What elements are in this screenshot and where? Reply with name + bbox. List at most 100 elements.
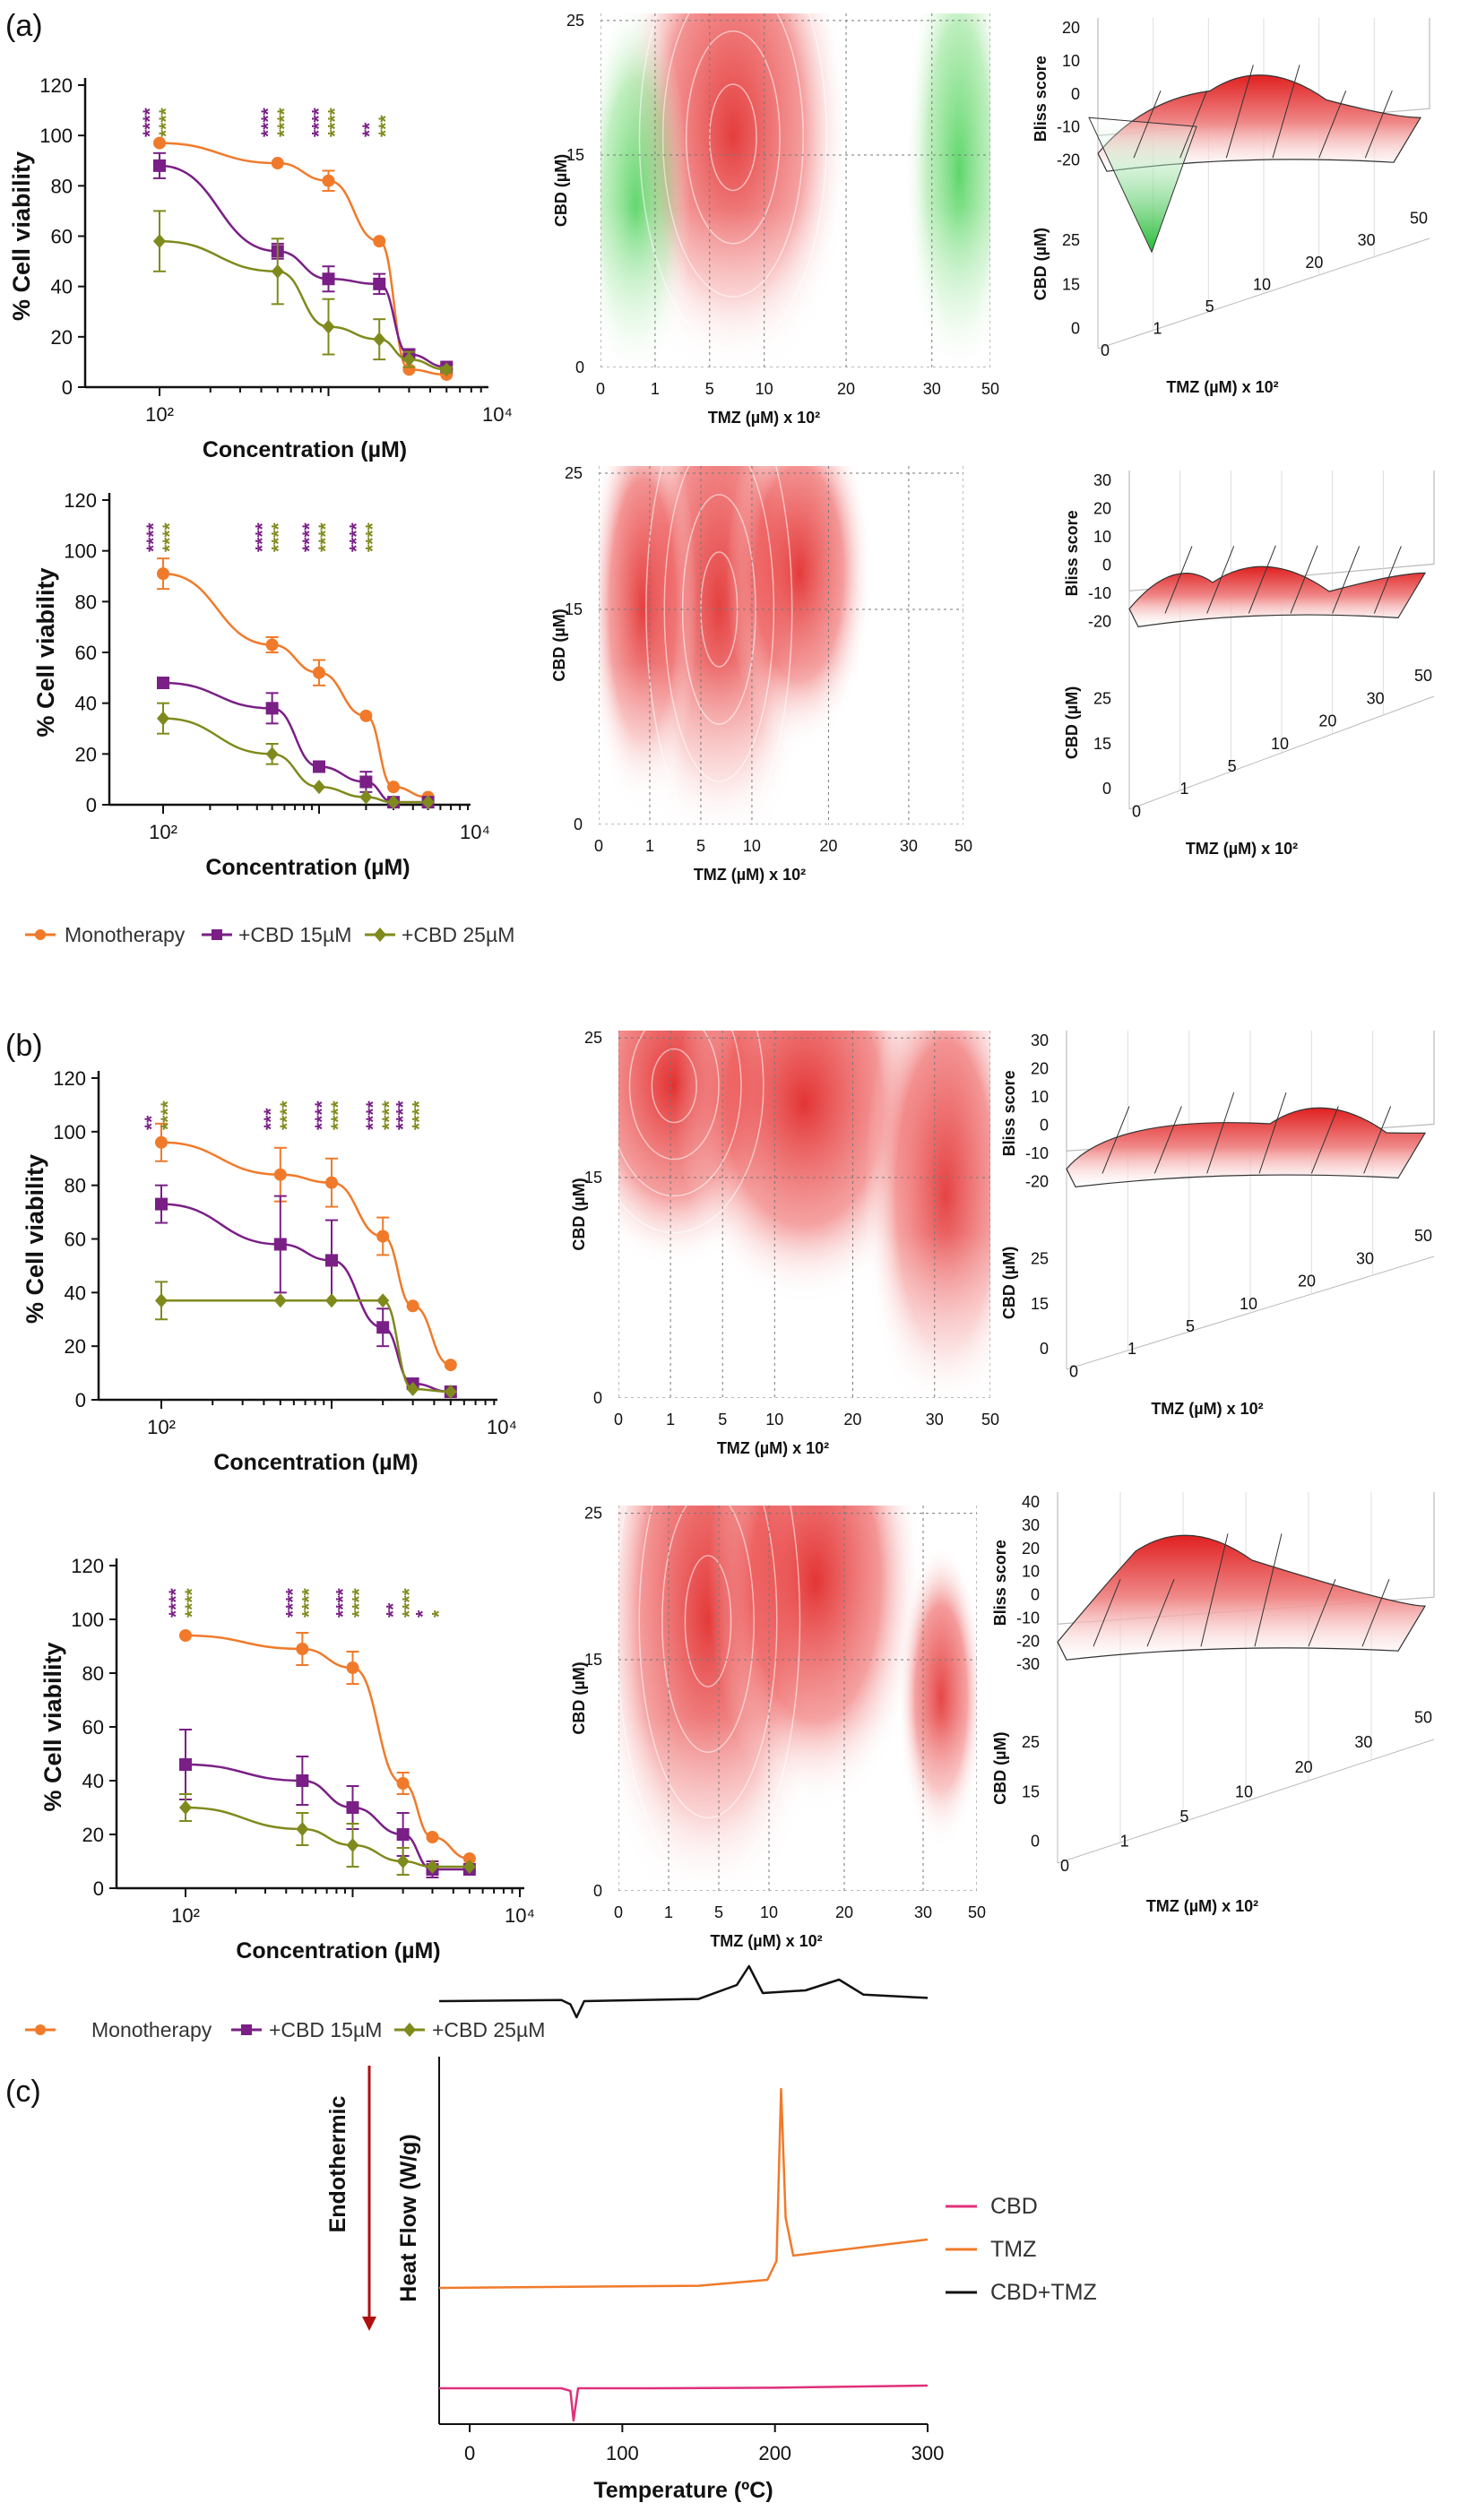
surface-mesh-line: [1290, 545, 1318, 614]
heatmap-y-tick: 15: [566, 146, 584, 164]
heatmap-y-tick: 25: [565, 464, 583, 482]
heatmap-x-tick: 5: [696, 837, 705, 855]
surface-mesh-line: [1332, 546, 1361, 614]
surface-mesh-line: [1200, 1533, 1229, 1647]
x-tick-label: 10²: [171, 1904, 200, 1927]
surface-mesh-line: [1363, 1106, 1392, 1174]
heatmap-x-tick: 1: [664, 1903, 673, 1921]
legend-a: Monotherapy +CBD 15µM +CBD 25µM: [25, 923, 514, 946]
data-point: [271, 263, 284, 279]
y-tick-label: 40: [51, 276, 73, 298]
data-point: [155, 1197, 168, 1211]
bliss-surface: [1057, 1534, 1427, 1661]
cbd-tick-label: 25: [1093, 689, 1111, 707]
heatmap-x-title: TMZ (µM) x 10²: [708, 409, 820, 427]
significance-cbd25: ****: [410, 1100, 430, 1130]
surface-mesh-line: [1373, 546, 1402, 614]
bliss-surface: [1066, 1107, 1427, 1188]
y-tick-label: 120: [39, 74, 73, 97]
z-tick-label: 10: [1031, 1088, 1049, 1106]
significance-cbd25: ****: [325, 107, 346, 137]
series-mono: [155, 1122, 457, 1372]
data-point: [157, 677, 169, 689]
significance-cbd15: ****: [299, 522, 320, 552]
data-point: [426, 1860, 439, 1874]
data-point: [376, 1230, 390, 1243]
significance-cbd15: ***: [261, 1108, 281, 1130]
surface-mesh-line: [1308, 1579, 1336, 1647]
z-tick-label: 20: [1062, 19, 1080, 37]
significance-cbd25: ****: [298, 1587, 319, 1618]
significance-cbd15: ****: [166, 1587, 186, 1618]
tmz-tick-label: 0: [1101, 341, 1110, 359]
surface-mesh-line: [1164, 546, 1193, 614]
significance-cbd25: ****: [379, 1100, 400, 1130]
y-tick-label: 0: [75, 1389, 86, 1411]
viability-plots: 0 20 40 60 80 100 120 10² 10⁴ Concentration (µM)%…: [8, 74, 535, 1963]
cbd-tick-label: 0: [1102, 780, 1111, 798]
fit-curve-mono: [159, 142, 447, 376]
surface-mesh-line: [1179, 91, 1208, 159]
data-point: [462, 1860, 476, 1874]
y-tick-label: 100: [71, 1609, 104, 1631]
heatmap-x-title: TMZ (µM) x 10²: [717, 1439, 829, 1457]
data-point: [155, 1135, 168, 1149]
data-point: [157, 567, 169, 581]
surface-mesh-line: [1248, 545, 1276, 614]
tmz-tick-label: 50: [1414, 1709, 1432, 1727]
heatmap-x-tick: 20: [837, 380, 855, 398]
fit-curve-cbd15: [159, 164, 447, 368]
data-point: [462, 1852, 476, 1865]
tmz-tick-label: 10: [1253, 275, 1271, 293]
data-point: [322, 272, 335, 286]
surface-mesh-line: [1153, 1106, 1182, 1174]
y-tick-label: 80: [65, 1175, 86, 1197]
y-tick-label: 0: [93, 1877, 104, 1900]
data-point: [179, 1758, 192, 1771]
tmz-tick-label: 5: [1179, 1808, 1188, 1825]
x-tick-label: 10⁴: [482, 403, 513, 426]
data-point: [157, 711, 169, 726]
surface-mesh-line: [1254, 1533, 1283, 1647]
heatmap-y-tick: 25: [584, 1029, 602, 1047]
heatmap-y-title: CBD (µM): [552, 154, 570, 227]
y-tick-label: 60: [75, 642, 97, 664]
heatmap-y-tick: 25: [566, 12, 584, 30]
data-point: [406, 1299, 419, 1313]
z-axis-title: Bliss score: [1000, 1070, 1018, 1156]
data-point: [387, 781, 401, 794]
tmz-axis-title: TMZ (µM) x 10²: [1151, 1400, 1263, 1418]
heatmap-y-title: CBD (µM): [570, 1178, 588, 1250]
z-tick-label: -10: [1057, 118, 1080, 136]
data-point: [296, 1774, 309, 1787]
data-point: [376, 1293, 390, 1308]
data-point: [396, 1854, 410, 1868]
significance-cbd15: ****: [143, 522, 164, 552]
z-axis-title: Bliss score: [1032, 56, 1050, 142]
significance-cbd15: **: [359, 122, 380, 137]
data-point: [376, 1321, 390, 1334]
significance-cbd25: ***: [376, 115, 396, 137]
dsc-legend-label: CBD+TMZ: [990, 2280, 1097, 2305]
panel-label-b: (b): [5, 1029, 43, 1063]
surface-mesh-line: [1272, 65, 1300, 159]
tmz-tick-label: 30: [1354, 1733, 1372, 1751]
series-cbd15: [153, 151, 454, 374]
significance-cbd25: ****: [350, 1587, 370, 1618]
heatmap-y-tick: 0: [593, 1882, 602, 1900]
data-point: [153, 234, 166, 249]
y-tick-label: 120: [53, 1067, 86, 1090]
dsc-y-title: Heat Flow (W/g): [396, 2134, 421, 2301]
heatmap-y-tick: 25: [584, 1505, 602, 1523]
significance-cbd25: ****: [277, 1100, 298, 1130]
heatmap-y-tick: 0: [593, 1389, 602, 1407]
tmz-tick-label: 50: [1414, 667, 1432, 685]
data-point: [313, 780, 325, 795]
significance-cbd25: ****: [269, 522, 289, 552]
heatmap-x-tick: 1: [666, 1411, 675, 1428]
data-point: [153, 159, 166, 172]
tmz-tick-label: 5: [1205, 298, 1214, 315]
significance-cbd25: ****: [328, 1100, 349, 1130]
